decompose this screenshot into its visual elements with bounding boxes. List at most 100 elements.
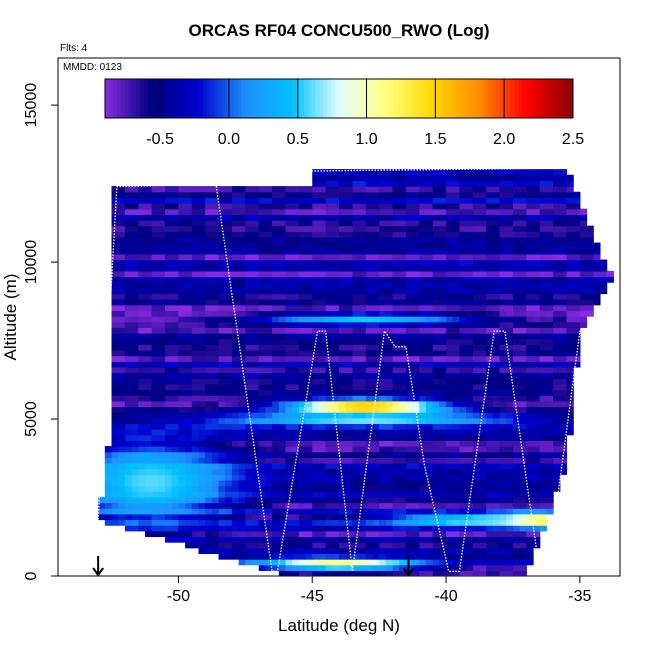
- heatmap-cell: [265, 519, 273, 526]
- heatmap-cell: [258, 186, 266, 193]
- heatmap-cell: [506, 197, 514, 204]
- heatmap-cell: [399, 542, 407, 549]
- heatmap-cell: [519, 502, 527, 509]
- heatmap-cell: [298, 191, 307, 198]
- heatmap-cell: [198, 344, 206, 351]
- heatmap-cell: [158, 525, 166, 532]
- heatmap-cell: [385, 530, 394, 538]
- heatmap-cell: [111, 519, 119, 526]
- heatmap-cell: [452, 208, 461, 215]
- heatmap-cell: [372, 446, 380, 453]
- heatmap-cell: [151, 457, 159, 464]
- heatmap-cell: [325, 304, 333, 312]
- heatmap-cell: [218, 429, 226, 436]
- heatmap-cell: [392, 446, 400, 453]
- heatmap-cell: [185, 412, 193, 419]
- heatmap-cell: [499, 547, 507, 554]
- colorbar-segment: [186, 79, 192, 118]
- heatmap-cell: [499, 316, 507, 323]
- heatmap-cell: [432, 474, 440, 481]
- heatmap-cell: [553, 344, 561, 351]
- heatmap-cell: [178, 186, 186, 193]
- heatmap-cell: [218, 474, 226, 481]
- heatmap-cell: [118, 304, 126, 312]
- heatmap-cell: [385, 519, 394, 526]
- heatmap-cell: [272, 513, 280, 521]
- heatmap-cell: [258, 355, 266, 362]
- heatmap-cell: [252, 479, 260, 487]
- heatmap-cell: [345, 530, 353, 538]
- heatmap-cell: [178, 395, 186, 402]
- heatmap-cell: [252, 474, 260, 481]
- heatmap-cell: [238, 542, 246, 549]
- heatmap-cell: [452, 191, 461, 198]
- heatmap-cell: [245, 355, 253, 362]
- heatmap-cell: [499, 186, 507, 193]
- heatmap-cell: [412, 270, 420, 278]
- heatmap-cell: [359, 513, 367, 521]
- heatmap-cell: [459, 355, 467, 362]
- heatmap-cell: [425, 372, 434, 379]
- heatmap-cell: [539, 344, 547, 351]
- heatmap-cell: [131, 417, 139, 425]
- heatmap-cell: [439, 530, 447, 538]
- colorbar-segment: [253, 79, 258, 118]
- heatmap-cell: [526, 361, 534, 368]
- heatmap-cell: [165, 372, 173, 379]
- heatmap-cell: [559, 349, 568, 357]
- heatmap-cell: [298, 333, 307, 340]
- heatmap-cell: [278, 186, 287, 193]
- heatmap-cell: [292, 327, 300, 334]
- heatmap-cell: [512, 502, 521, 509]
- heatmap-cell: [238, 474, 246, 481]
- heatmap-cell: [231, 304, 240, 312]
- heatmap-cell: [419, 219, 427, 227]
- heatmap-cell: [559, 248, 568, 255]
- heatmap-cell: [144, 479, 153, 487]
- heatmap-cell: [332, 378, 340, 385]
- heatmap-cell: [118, 299, 126, 306]
- heatmap-cell: [305, 366, 313, 374]
- heatmap-cell: [579, 270, 588, 278]
- heatmap-cell: [446, 542, 454, 549]
- heatmap-cell: [151, 282, 159, 289]
- heatmap-cell: [345, 491, 353, 498]
- heatmap-cell: [425, 462, 434, 470]
- heatmap-cell: [499, 293, 507, 300]
- heatmap-cell: [479, 259, 487, 266]
- y-tick-label: 5000: [23, 401, 40, 437]
- heatmap-cell: [519, 225, 527, 232]
- heatmap-cell: [579, 299, 588, 306]
- heatmap-cell: [432, 451, 440, 458]
- heatmap-cell: [506, 525, 514, 532]
- heatmap-cell: [479, 553, 487, 560]
- heatmap-cell: [452, 169, 461, 176]
- heatmap-cell: [365, 316, 374, 323]
- heatmap-cell: [405, 253, 414, 261]
- heatmap-cell: [252, 491, 260, 498]
- heatmap-cell: [198, 530, 206, 538]
- heatmap-cell: [479, 191, 487, 198]
- heatmap-cell: [365, 564, 374, 571]
- heatmap-cell: [405, 265, 414, 272]
- heatmap-cell: [419, 446, 427, 453]
- heatmap-cell: [425, 169, 434, 176]
- heatmap-cell: [305, 253, 313, 261]
- heatmap-cell: [272, 508, 280, 515]
- heatmap-cell: [131, 259, 139, 266]
- heatmap-cell: [365, 542, 374, 549]
- heatmap-cell: [318, 259, 327, 266]
- heatmap-cell: [218, 423, 226, 430]
- heatmap-cell: [526, 457, 534, 464]
- heatmap-cell: [124, 440, 133, 447]
- heatmap-cell: [399, 451, 407, 458]
- heatmap-cell: [399, 389, 407, 396]
- heatmap-cell: [379, 530, 387, 538]
- heatmap-cell: [218, 338, 226, 345]
- heatmap-cell: [345, 231, 353, 238]
- heatmap-cell: [539, 321, 547, 328]
- heatmap-cell: [372, 525, 380, 532]
- heatmap-cell: [218, 508, 226, 515]
- heatmap-cell: [272, 542, 280, 549]
- heatmap-cell: [165, 468, 173, 475]
